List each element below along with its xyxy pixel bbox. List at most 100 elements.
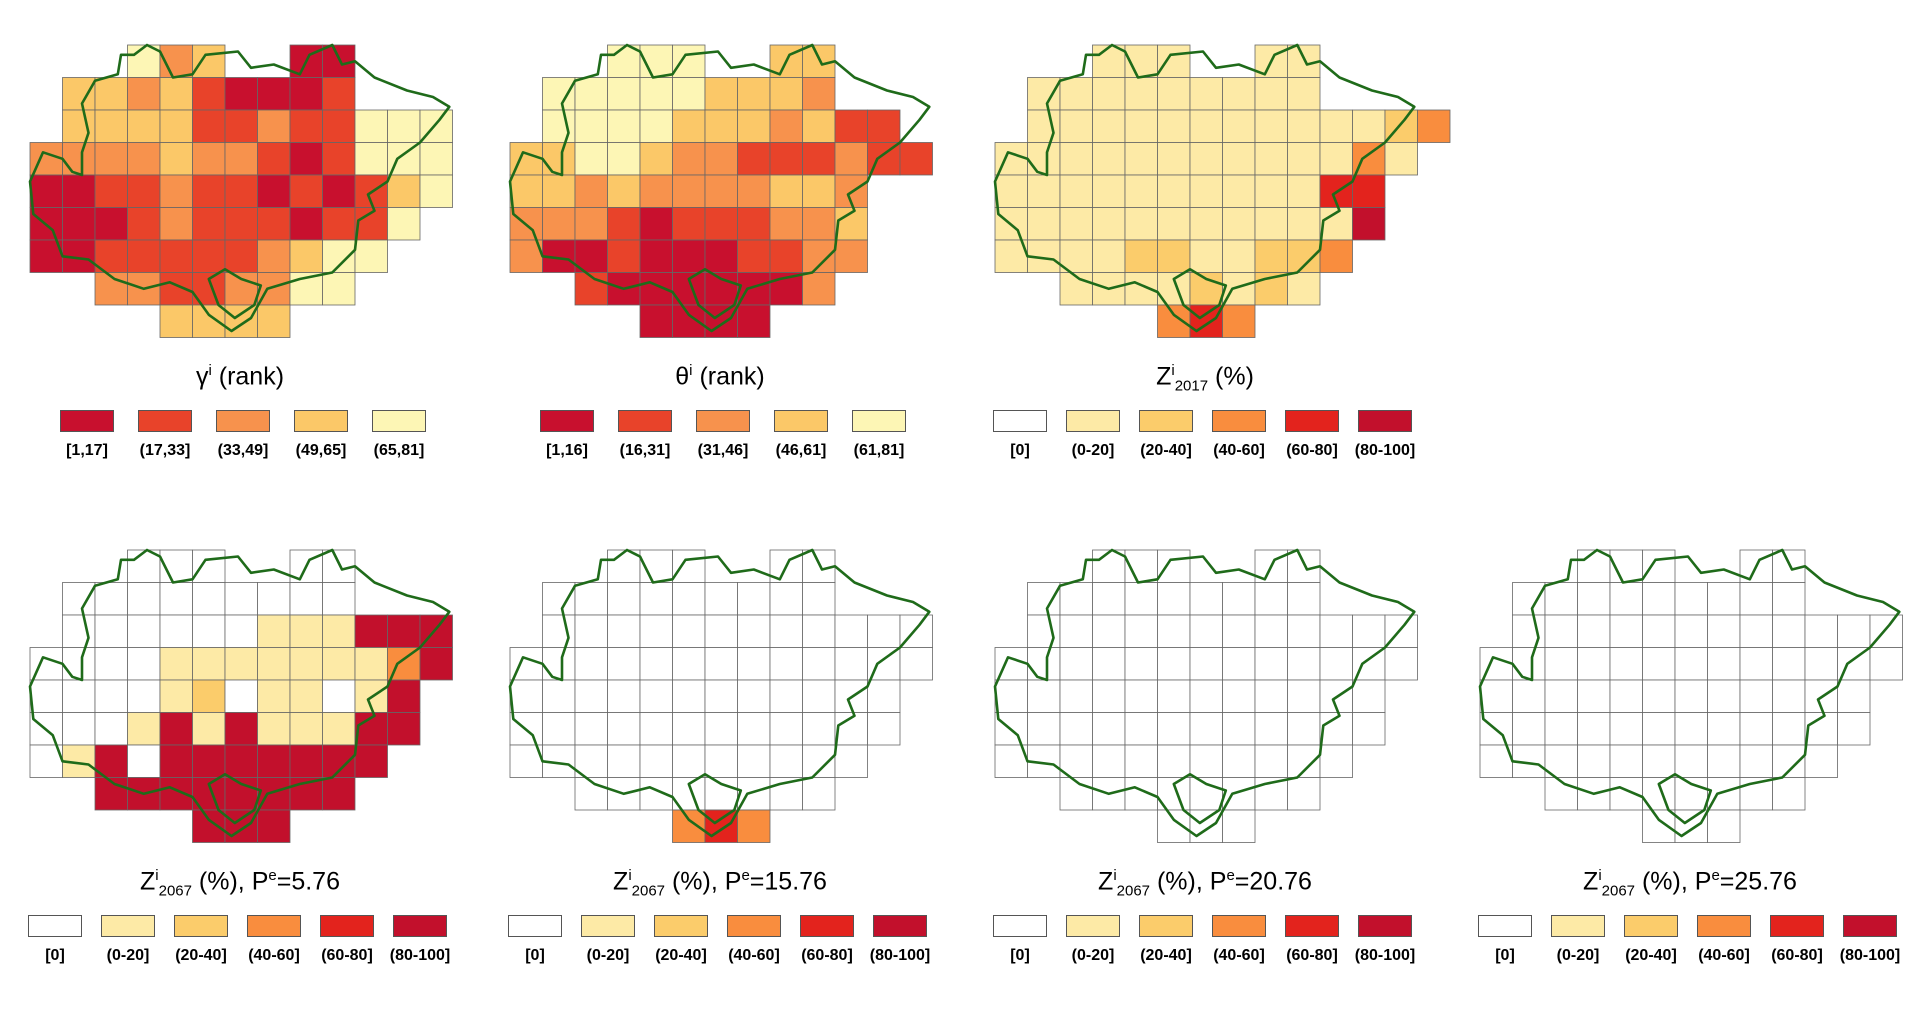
- legend-label: (49,65]: [295, 442, 347, 459]
- grid-cell: [1287, 109, 1321, 143]
- grid-cell: [322, 647, 356, 681]
- grid-cell: [1577, 582, 1611, 616]
- grid-cell: [192, 549, 226, 583]
- grid-cell: [1674, 647, 1708, 681]
- grid-cell: [257, 679, 291, 713]
- legend-swatch: [1624, 915, 1678, 937]
- title-symbol: Z: [139, 867, 156, 896]
- map-panel-z2067a: Zi2067 (%), Pe=5.76 [0] (0-20] (20-40] (40-6…: [0, 505, 480, 1005]
- legend-label: [0]: [1010, 442, 1030, 459]
- title-text: (rank): [211, 362, 285, 391]
- grid-cell: [224, 712, 258, 746]
- grid-cell: [1254, 109, 1288, 143]
- grid-cell: [867, 712, 901, 746]
- legend-swatch: [1066, 410, 1120, 432]
- grid-cell: [192, 809, 226, 843]
- grid-cell: [1189, 777, 1223, 811]
- grid-cell: [1319, 109, 1353, 143]
- grid-cell: [737, 207, 771, 241]
- grid-cell: [1707, 777, 1741, 811]
- grid-cell: [1222, 77, 1256, 111]
- grid-cell: [1157, 207, 1191, 241]
- grid-cell: [94, 239, 128, 273]
- legend-label: (40-60]: [248, 947, 300, 964]
- legend: [1,17] (17,33] (33,49] (49,65] (65,81]: [0, 410, 480, 480]
- map-panel-z2067c: Zi2067 (%), Pe=20.76 [0] (0-20] (20-40] (40-…: [965, 505, 1445, 1005]
- legend-label: (80-100]: [869, 947, 931, 964]
- grid-cell: [1157, 809, 1191, 843]
- grid-cell: [159, 77, 193, 111]
- grid-cell: [1674, 777, 1708, 811]
- grid-cell: [639, 304, 673, 338]
- grid-cell: [1124, 582, 1158, 616]
- grid-cell: [672, 712, 706, 746]
- grid-cell: [672, 44, 706, 78]
- grid-cell: [574, 614, 608, 648]
- grid-cell: [192, 44, 226, 78]
- grid-cell: [542, 207, 576, 241]
- grid-cell: [672, 744, 706, 778]
- grid-cell: [1124, 142, 1158, 176]
- grid-cell: [1254, 142, 1288, 176]
- grid-cell: [1222, 109, 1256, 143]
- grid-cell: [1254, 174, 1288, 208]
- grid-cell: [542, 614, 576, 648]
- map-panel-z2067d: Zi2067 (%), Pe=25.76 [0] (0-20] (20-40] (40-…: [1450, 505, 1920, 1005]
- grid-cell: [1739, 712, 1773, 746]
- grid-cell: [354, 239, 388, 273]
- title-symbol: Z: [1583, 867, 1599, 896]
- grid-cell: [769, 712, 803, 746]
- grid-cell: [639, 174, 673, 208]
- grid-cell: [607, 614, 641, 648]
- title-text: (%), P: [1150, 867, 1227, 896]
- grid-cell: [1092, 614, 1126, 648]
- grid-cell: [1642, 582, 1676, 616]
- legend-label: (17,33]: [139, 442, 191, 459]
- grid-cell: [1189, 174, 1223, 208]
- grid-cell: [354, 744, 388, 778]
- grid-cell: [672, 582, 706, 616]
- grid-cell: [737, 142, 771, 176]
- grid-cell: [159, 207, 193, 241]
- grid-cell: [1577, 744, 1611, 778]
- grid-cell: [672, 679, 706, 713]
- grid-cell: [192, 582, 226, 616]
- grid-cell: [672, 109, 706, 143]
- grid-cell: [257, 712, 291, 746]
- grid-cell: [1642, 614, 1676, 648]
- legend-label: [0]: [1495, 947, 1515, 964]
- grid-cell: [1027, 647, 1061, 681]
- grid-cell: [387, 207, 421, 241]
- grid-cell: [1222, 142, 1256, 176]
- grid-cell: [257, 777, 291, 811]
- grid-cell: [834, 647, 868, 681]
- grid-cell: [1027, 174, 1061, 208]
- map-panel-gamma: γi (rank) [1,17] (17,33] (33,49] (49,65] (65,…: [0, 0, 480, 500]
- grid-cell: [769, 142, 803, 176]
- grid-cell: [127, 44, 161, 78]
- grid-cell: [802, 77, 836, 111]
- legend-label: (0-20]: [106, 947, 150, 964]
- grid-cell: [62, 647, 96, 681]
- region-boundary: [508, 43, 931, 333]
- grid-cell: [1059, 614, 1093, 648]
- inner-boundary: [207, 773, 263, 825]
- grid-cell: [387, 174, 421, 208]
- grid-cell: [737, 614, 771, 648]
- grid-cell: [737, 174, 771, 208]
- legend-swatch: [28, 915, 82, 937]
- legend-swatch: [540, 410, 594, 432]
- grid-cell: [1027, 582, 1061, 616]
- grid-cell: [1157, 109, 1191, 143]
- title-symbol: γ: [195, 362, 209, 391]
- title-superscript: e: [1226, 867, 1235, 884]
- grid-cell: [834, 744, 868, 778]
- grid-cell: [737, 712, 771, 746]
- grid-cell: [127, 679, 161, 713]
- grid-cell: [289, 174, 323, 208]
- grid-cell: [1287, 777, 1321, 811]
- grid-cell: [1222, 744, 1256, 778]
- grid-cell: [94, 744, 128, 778]
- grid-cell: [639, 109, 673, 143]
- grid-cell: [94, 679, 128, 713]
